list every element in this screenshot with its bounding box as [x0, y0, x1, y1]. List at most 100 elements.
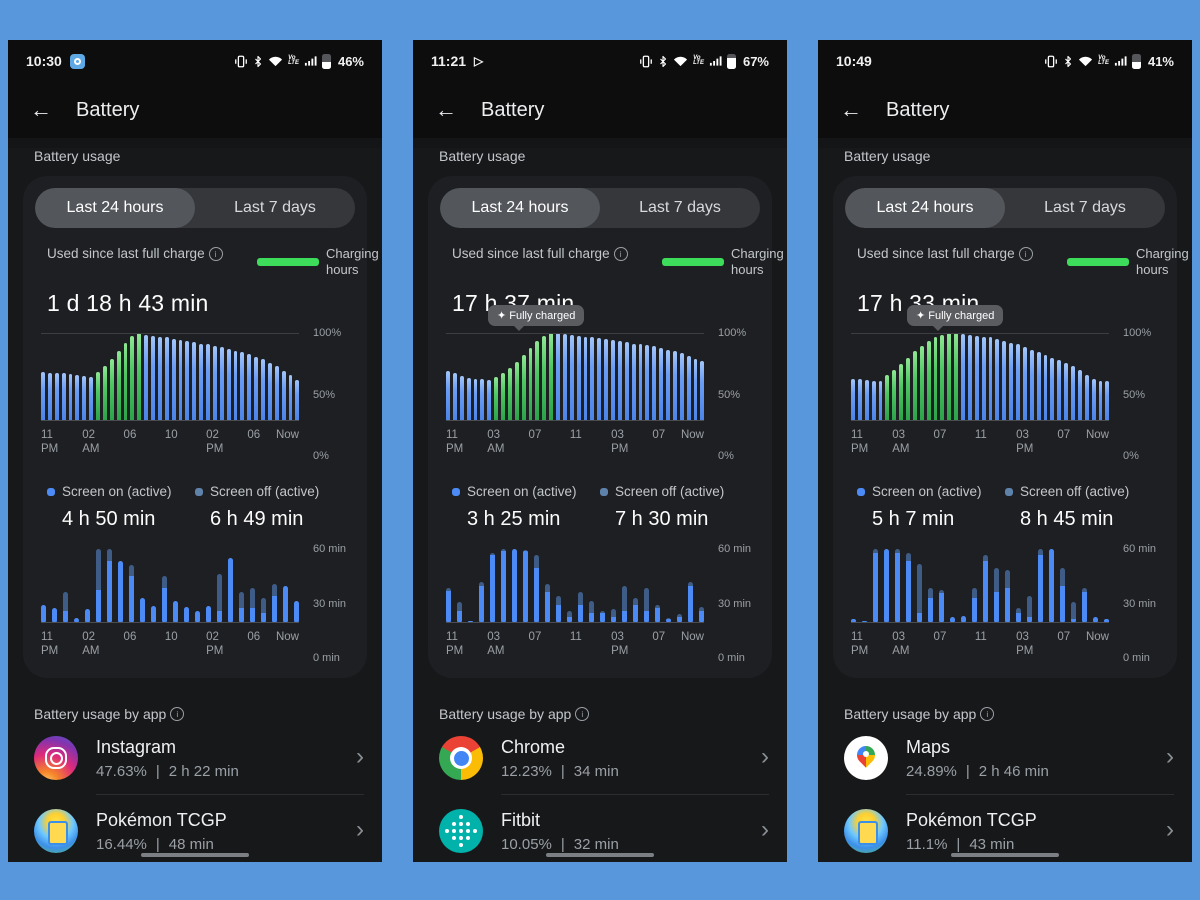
battery-level-bar — [961, 333, 965, 421]
tab-last-24-hours[interactable]: Last 24 hours — [35, 188, 195, 228]
used-since-label: Used since last full charge — [47, 246, 223, 261]
screen-usage-bar — [884, 549, 889, 623]
scroll-indicator[interactable] — [141, 853, 249, 857]
scroll-area[interactable]: Battery usage Last 24 hours Last 7 days … — [413, 148, 787, 862]
battery-level-bar — [507, 368, 512, 421]
info-icon[interactable] — [980, 707, 995, 721]
screen-usage-bar — [1060, 567, 1065, 623]
x-axis-tick: 03 PM — [1016, 429, 1034, 455]
vibrate-icon — [235, 55, 247, 67]
battery-level-bar — [857, 378, 862, 421]
y-axis-tick: 100% — [313, 327, 342, 339]
screen-usage-bar — [74, 618, 79, 623]
screen-usage-bar — [688, 582, 693, 623]
app-name: Instagram — [96, 736, 177, 757]
battery-level-bar — [611, 340, 615, 421]
x-axis-tick: 02 AM — [82, 429, 100, 455]
battery-level-bar — [267, 362, 272, 421]
battery-level-bar — [130, 335, 135, 421]
info-icon[interactable] — [613, 246, 628, 261]
scroll-indicator[interactable] — [951, 853, 1059, 857]
back-button[interactable]: ← — [435, 97, 457, 122]
screen-usage-bar — [928, 588, 933, 623]
x-axis-tick: 07 — [1057, 631, 1071, 643]
y-axis-tick: 30 min — [718, 597, 752, 610]
x-axis-tick: Now — [275, 631, 299, 643]
x-axis-tick: Now — [275, 429, 299, 441]
battery-level-bar — [631, 343, 636, 421]
app-row-chrome[interactable]: Chrome 12.23% | 34 min › — [413, 722, 787, 794]
screen-usage-chart: 60 min 30 min 0 min 11 PM 03 AM 07 11 03 PM 07 Now — [446, 543, 756, 664]
battery-level-bar — [219, 347, 224, 421]
app-row-maps[interactable]: Maps 24.89% | 2 h 46 min › — [818, 722, 1192, 794]
status-clock: 10:30 — [26, 53, 62, 69]
screen-usage-bar — [283, 586, 288, 623]
tab-last-7-days[interactable]: Last 7 days — [639, 199, 721, 216]
phone-screenshot-2: 11:21 ▷ Vo LTE 67% ← Battery Battery usag… — [413, 40, 787, 862]
app-row-instagram[interactable]: Instagram 47.63% | 2 h 22 min › — [8, 722, 382, 794]
charging-hours-legend: Charging hours — [257, 246, 379, 278]
screen-usage-bar — [468, 620, 473, 623]
back-button[interactable]: ← — [30, 97, 52, 122]
info-icon[interactable] — [1018, 246, 1033, 261]
battery-level-bar — [1084, 375, 1089, 421]
charging-dot-icon — [257, 258, 319, 266]
screen-on-stat: Screen on (active) 3 h 25 min — [452, 484, 600, 531]
time-range-tabs: Last 24 hours Last 7 days — [440, 188, 760, 228]
info-icon[interactable] — [170, 707, 185, 721]
screen-usage-bar — [129, 565, 134, 623]
app-row-pokemon-tcgp[interactable]: Pokémon TCGP 16.44% | 48 min › — [8, 795, 382, 862]
x-axis-tick: Now — [680, 429, 704, 441]
battery-level-bar — [535, 340, 540, 421]
battery-level-bar — [144, 334, 148, 421]
y-axis-tick: 60 min — [1123, 543, 1157, 555]
battery-level-bar — [686, 355, 691, 421]
battery-usage-card: Last 24 hours Last 7 days Used since las… — [23, 176, 379, 678]
screen-usage-chart: 60 min 30 min 0 min 11 PM 03 AM 07 11 03 PM 07 Now — [851, 543, 1161, 664]
x-axis-tick: 11 PM — [446, 631, 464, 657]
screen-usage-bar — [622, 586, 627, 623]
x-axis-tick: 03 AM — [892, 429, 910, 455]
battery-level-bar — [556, 333, 560, 421]
x-axis-tick: Now — [680, 631, 704, 643]
screen-usage-bar — [140, 598, 145, 623]
app-row-fitbit[interactable]: Fitbit 10.05% | 32 min › — [413, 795, 787, 862]
battery-level-bar — [617, 340, 622, 421]
scroll-area[interactable]: Battery usage Last 24 hours Last 7 days … — [8, 148, 382, 862]
scroll-indicator[interactable] — [546, 853, 654, 857]
battery-level-bar — [528, 347, 533, 421]
battery-level-bar — [864, 379, 869, 421]
tab-last-7-days[interactable]: Last 7 days — [1044, 199, 1126, 216]
battery-level-bar — [604, 339, 608, 421]
battery-level-bar — [645, 345, 650, 421]
tab-last-7-days[interactable]: Last 7 days — [234, 199, 316, 216]
screen-off-dot-icon — [600, 487, 608, 496]
scroll-area[interactable]: Battery usage Last 24 hours Last 7 days … — [818, 148, 1192, 862]
tab-last-24-hours[interactable]: Last 24 hours — [440, 188, 600, 228]
app-bar: ← Battery — [818, 82, 1192, 138]
tab-last-24-hours[interactable]: Last 24 hours — [845, 188, 1005, 228]
page-title: Battery — [76, 98, 140, 121]
phone-screenshot-1: 10:30 Vo LTE 46% ← Battery Battery usage … — [8, 40, 382, 862]
info-icon[interactable] — [575, 707, 590, 721]
x-axis-tick: 07 — [652, 429, 666, 441]
chevron-right-icon: › — [1166, 742, 1174, 770]
info-icon[interactable] — [208, 246, 223, 261]
app-row-pokemon-tcgp[interactable]: Pokémon TCGP 11.1% | 43 min › — [818, 795, 1192, 862]
screen-usage-bar — [994, 567, 999, 623]
screen-usage-bar — [490, 552, 495, 623]
divider — [906, 794, 1174, 795]
x-axis-tick: 02 PM — [206, 631, 224, 657]
screen-on-value: 4 h 50 min — [62, 508, 156, 530]
screen-off-value: 8 h 45 min — [1020, 508, 1114, 530]
y-axis-tick: 100% — [1123, 327, 1152, 339]
x-axis-tick: 11 — [974, 429, 987, 441]
battery-level-bar — [75, 375, 80, 421]
screen-usage-bar — [677, 614, 682, 623]
back-button[interactable]: ← — [840, 97, 862, 122]
screen-usage-bar — [523, 550, 528, 623]
app-bar: ← Battery — [413, 82, 787, 138]
app-name: Fitbit — [501, 809, 541, 830]
battery-level-bar — [247, 354, 252, 421]
screen-usage-bar — [184, 606, 189, 623]
